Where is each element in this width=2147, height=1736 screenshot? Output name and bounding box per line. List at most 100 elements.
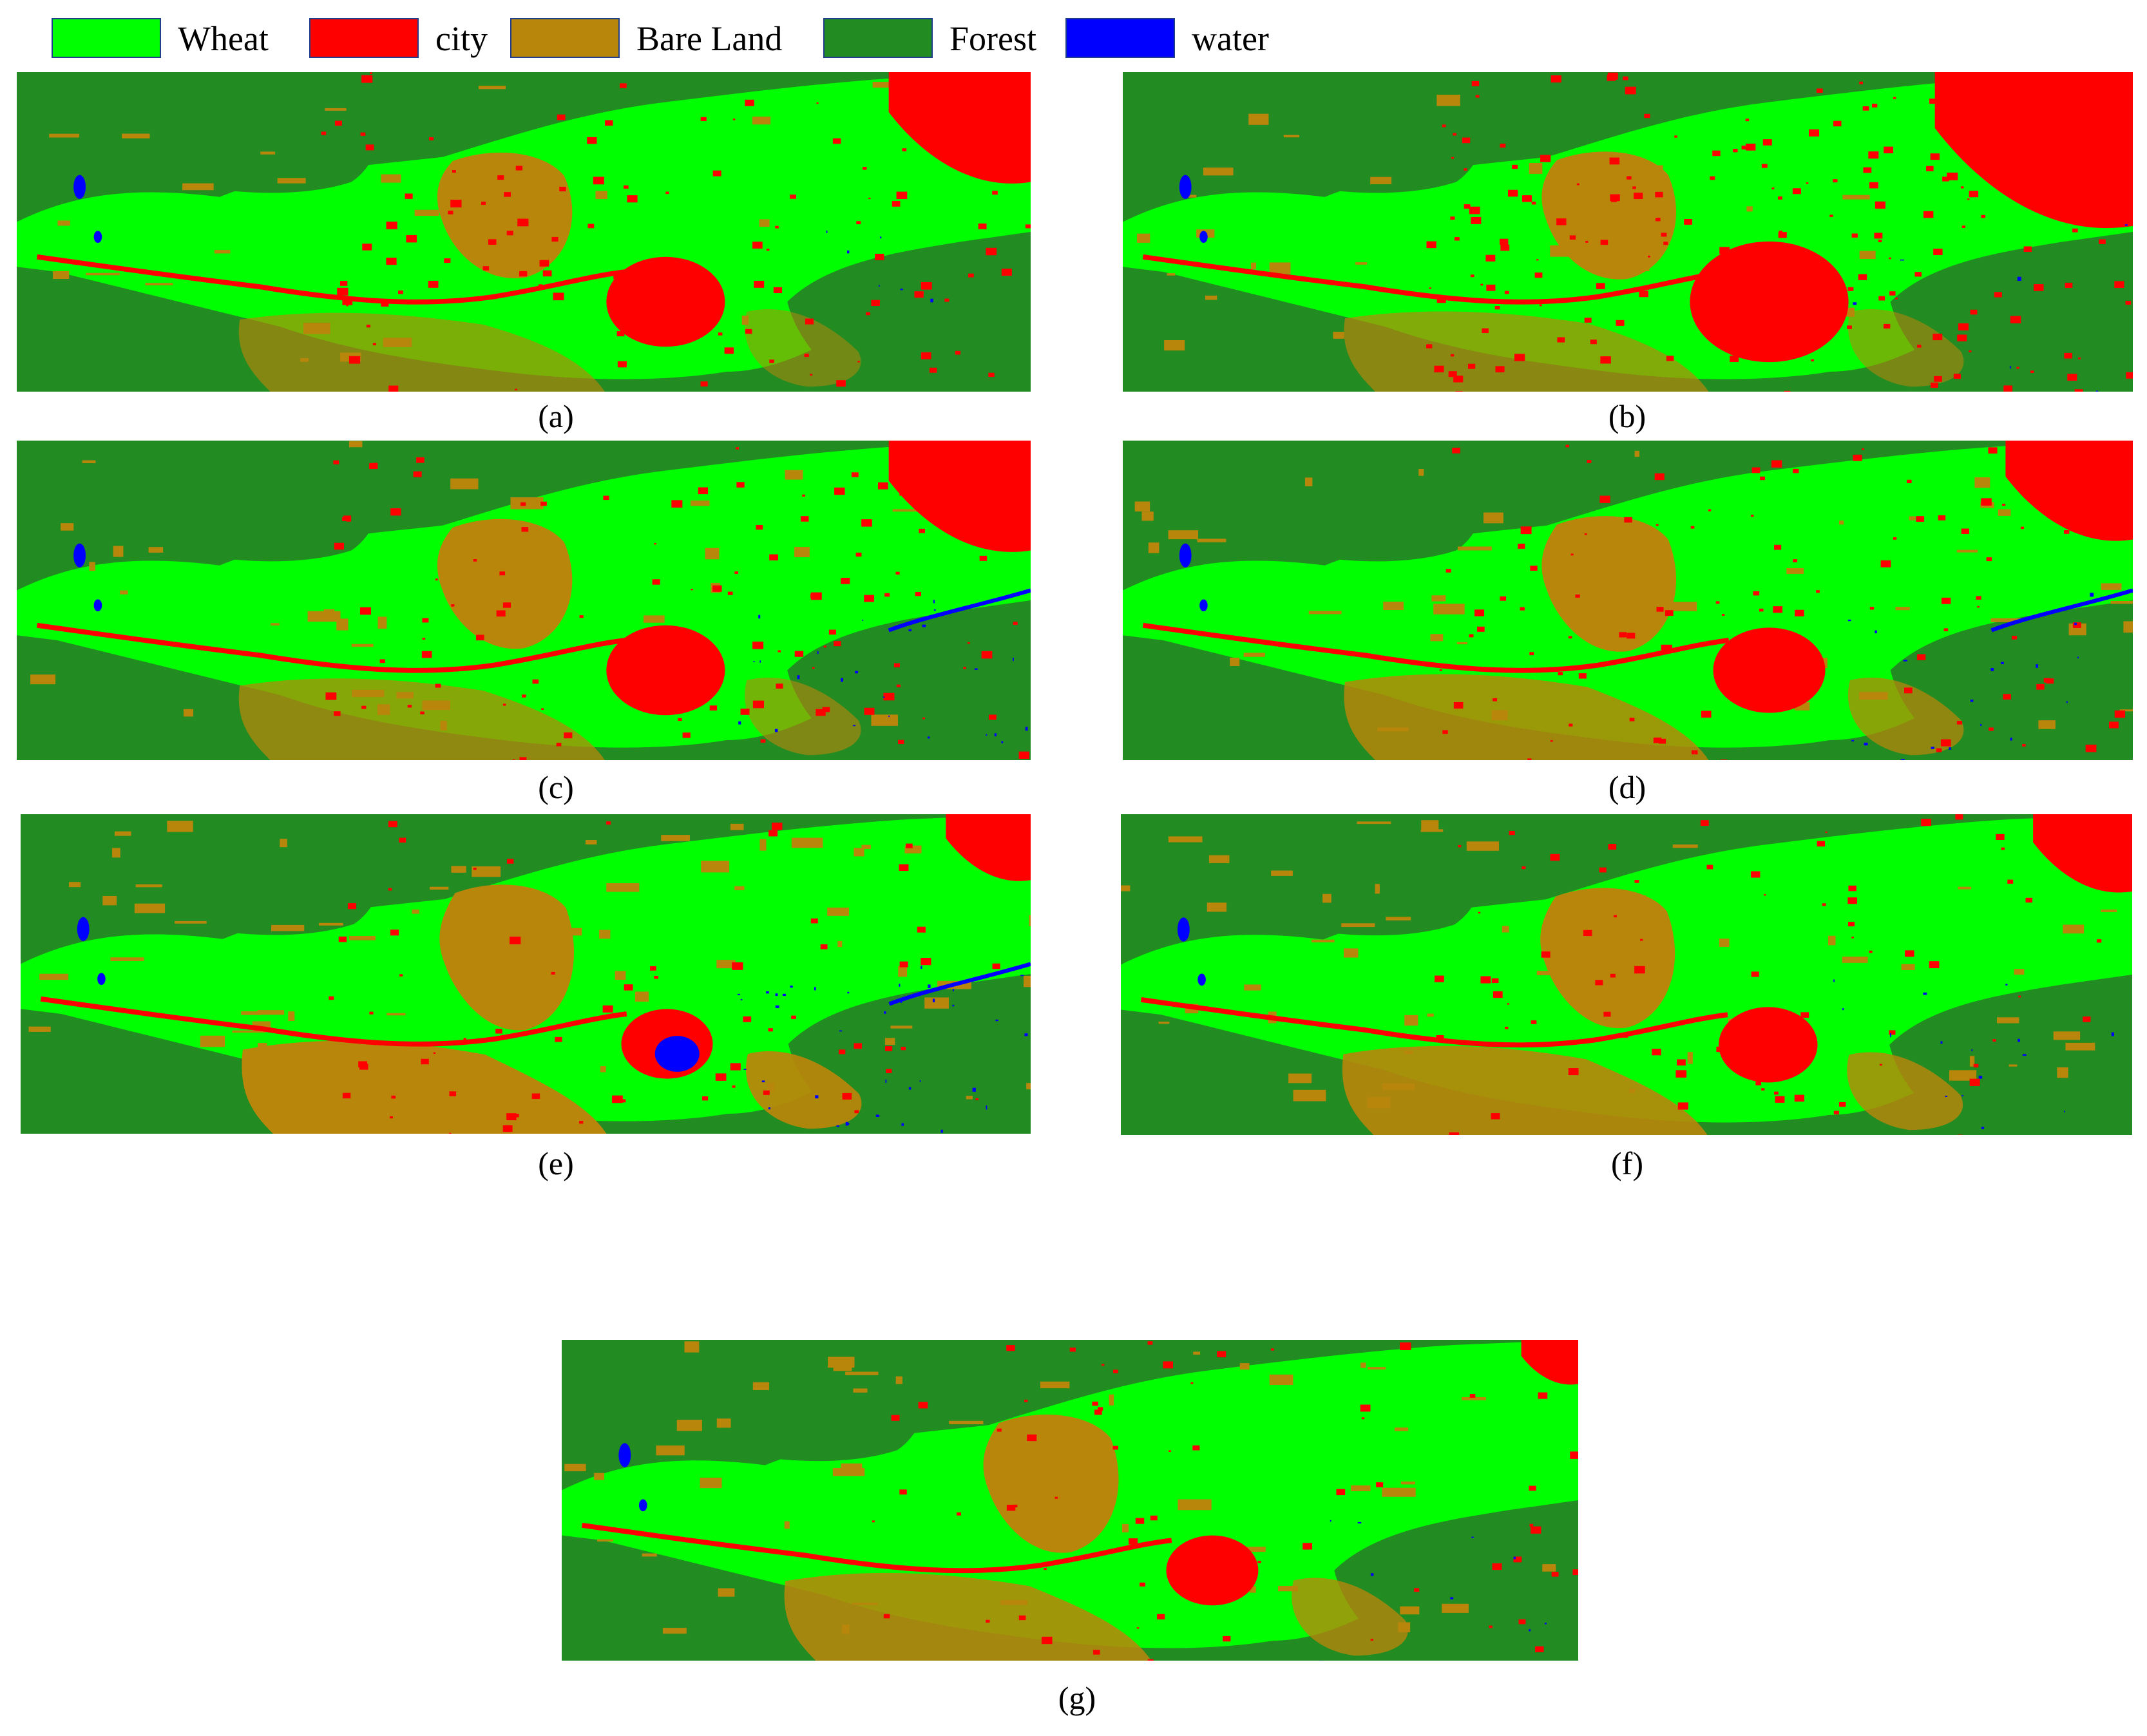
bare-land-patch (167, 821, 193, 832)
bare-land-patch (1121, 885, 1131, 892)
urban-patch (736, 447, 740, 450)
urban-patch (1741, 146, 1748, 149)
urban-patch (444, 258, 451, 263)
urban-patch (892, 201, 901, 207)
urban-patch (360, 132, 366, 136)
urban-patch (955, 350, 961, 355)
urban-patch (1190, 1382, 1194, 1384)
water-patch (875, 1114, 880, 1117)
urban-patch (1653, 737, 1662, 743)
bare-land-region (745, 1051, 862, 1129)
urban-patch (496, 610, 506, 617)
urban-patch (1607, 72, 1618, 80)
water-patch (738, 721, 741, 725)
urban-patch (1531, 1526, 1541, 1534)
urban-patch (391, 1095, 396, 1099)
urban-patch (1719, 247, 1730, 254)
bare-land-patch (1842, 195, 1870, 200)
urban-patch (1708, 509, 1712, 511)
bare-land-patch (716, 1418, 731, 1428)
urban-patch (921, 958, 931, 966)
bare-land-patch (1207, 902, 1227, 912)
urban-patch (1508, 189, 1518, 197)
urban-patch (736, 482, 745, 488)
urban-patch (2018, 995, 2021, 998)
bare-land-patch (412, 910, 419, 914)
urban-patch (734, 571, 739, 574)
bare-land-patch (414, 209, 439, 216)
bare-land-patch (113, 546, 124, 557)
bare-land-patch (832, 1468, 865, 1476)
urban-patch (2036, 683, 2045, 690)
urban-patch (776, 683, 783, 689)
urban-patch (1875, 201, 1885, 209)
water-patch (1450, 1597, 1454, 1599)
bare-land-patch (383, 338, 412, 347)
urban-patch (778, 650, 781, 653)
urban-patch (448, 1132, 452, 1134)
urban-patch (1217, 1351, 1226, 1358)
urban-patch (2107, 868, 2115, 875)
urban-patch (515, 166, 523, 171)
urban-patch (1599, 867, 1607, 873)
urban-patch (1847, 287, 1854, 291)
urban-patch (422, 637, 426, 640)
bare-land-patch (644, 615, 665, 623)
urban-patch (1666, 356, 1674, 361)
urban-patch (1629, 718, 1635, 721)
urban-patch (1984, 163, 1994, 170)
urban-patch (390, 930, 399, 936)
urban-patch (1624, 517, 1632, 523)
urban-patch (834, 487, 845, 495)
bare-land-region (1540, 888, 1675, 1029)
bare-land-patch (1230, 657, 1240, 666)
bare-land-patch (1958, 886, 1972, 890)
city-center (606, 625, 725, 716)
urban-patch (338, 936, 347, 942)
urban-patch (1994, 292, 2002, 298)
urban-patch (1795, 339, 1806, 347)
urban-patch (1808, 129, 1819, 137)
urban-patch (1661, 644, 1672, 653)
urban-patch (897, 110, 909, 118)
urban-patch (1907, 479, 1912, 484)
urban-patch (712, 585, 722, 592)
bare-land-patch (1442, 1603, 1469, 1613)
urban-patch (372, 343, 376, 346)
water-patch (994, 733, 997, 737)
urban-patch (968, 273, 974, 278)
urban-patch (1771, 187, 1775, 189)
urban-patch (1750, 515, 1754, 517)
urban-patch (988, 714, 997, 720)
urban-patch (1492, 1563, 1502, 1570)
bare-land-patch (642, 1553, 657, 1557)
bare-land-patch (319, 922, 343, 926)
urban-patch (1013, 1504, 1018, 1508)
urban-patch (812, 667, 815, 669)
urban-patch (1025, 115, 1031, 120)
bare-land-patch (2063, 924, 2085, 934)
water-patch (900, 289, 903, 291)
urban-patch (1018, 751, 1029, 759)
bare-land-patch (676, 1420, 702, 1431)
water-patch (1513, 1556, 1516, 1560)
urban-patch (1921, 819, 1932, 826)
bare-land-patch (148, 547, 164, 553)
urban-patch (986, 247, 997, 256)
urban-patch (1135, 1518, 1145, 1524)
bare-land-patch (1536, 971, 1567, 975)
bare-land-patch (1351, 1485, 1371, 1491)
urban-patch (1535, 1646, 1544, 1652)
urban-patch (1778, 232, 1787, 238)
urban-patch (1988, 447, 1998, 454)
bare-land-patch (1193, 1351, 1200, 1355)
urban-patch (1576, 183, 1579, 186)
legend-label-forest: Forest (949, 19, 1036, 58)
city-swatch (309, 18, 419, 58)
urban-patch (1715, 601, 1720, 604)
water-patch (766, 991, 769, 994)
urban-patch (1016, 520, 1024, 525)
water-patch (758, 615, 761, 619)
bare-land-patch (1643, 260, 1650, 272)
lake (1179, 543, 1192, 568)
